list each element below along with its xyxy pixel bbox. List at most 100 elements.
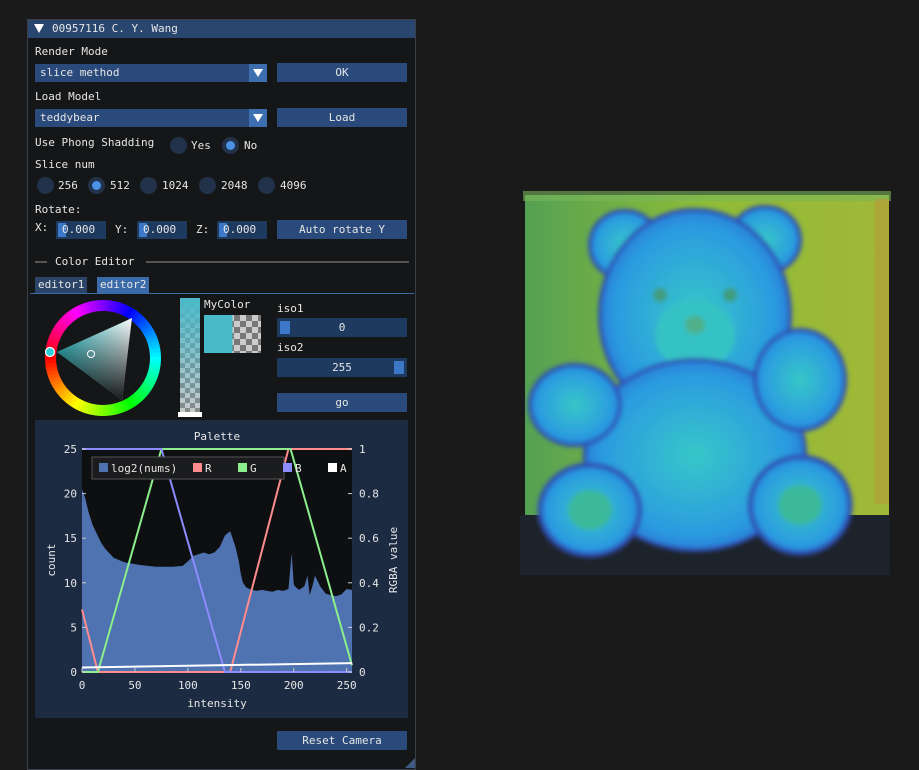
drag-handle[interactable]: [219, 223, 227, 237]
go-button[interactable]: go: [277, 393, 407, 412]
sv-picker-handle[interactable]: [87, 350, 95, 358]
x-tick-label: 50: [128, 679, 141, 692]
color-editor-header: Color Editor: [55, 255, 135, 268]
mycolor-swatch[interactable]: [204, 315, 261, 353]
render-mode-label: Render Mode: [35, 45, 108, 58]
load-button[interactable]: Load: [277, 108, 407, 127]
chart-title: Palette: [194, 430, 240, 443]
hue-segment: [52, 381, 65, 391]
x-tick-label: 0: [79, 679, 86, 692]
hue-segment: [143, 329, 156, 338]
chevron-down-icon[interactable]: [249, 64, 267, 82]
palette-chart[interactable]: Palette intensity count RGBA value 0 50 10…: [35, 420, 408, 718]
hue-segment: [50, 328, 63, 338]
slice-4096-radio[interactable]: [258, 177, 275, 194]
slice-num-label: Slice num: [35, 158, 95, 171]
rotate-z-field[interactable]: 0.000: [217, 221, 267, 239]
slice-1024-radio[interactable]: [140, 177, 157, 194]
auto-rotate-button[interactable]: Auto rotate Y: [277, 220, 407, 239]
slider-grab[interactable]: [394, 361, 404, 374]
hue-segment: [102, 404, 108, 416]
teddy-bear-volume: [528, 205, 853, 558]
ok-button[interactable]: OK: [277, 63, 407, 82]
phong-yes-radio[interactable]: [170, 137, 187, 154]
tab-editor2[interactable]: editor2: [97, 277, 150, 293]
window-title-bar[interactable]: 00957116 C. Y. Wang: [28, 20, 415, 38]
hue-picker-handle[interactable]: [44, 346, 56, 358]
rotate-y-field[interactable]: 0.000: [137, 221, 187, 239]
load-model-label: Load Model: [35, 90, 102, 103]
hue-segment: [65, 393, 76, 405]
legend-swatch: [193, 463, 202, 472]
phong-no-label: No: [244, 139, 258, 152]
y2-tick-label: 0.4: [359, 577, 379, 590]
color-wheel[interactable]: [40, 295, 166, 421]
slice-256-radio[interactable]: [37, 177, 54, 194]
y2-tick-label: 0.6: [359, 532, 379, 545]
legend-label: B: [295, 462, 302, 475]
resize-grip-icon[interactable]: [405, 758, 415, 768]
render-mode-combo[interactable]: slice method: [35, 64, 267, 82]
tab-editor1[interactable]: editor1: [35, 277, 88, 293]
hue-segment: [72, 306, 82, 319]
rotate-x-field[interactable]: 0.000: [56, 221, 106, 239]
alpha-slider[interactable]: [180, 298, 200, 416]
phong-no-radio[interactable]: [222, 137, 239, 154]
hue-segment: [79, 303, 88, 316]
render-mode-value: slice method: [40, 66, 120, 79]
series-line-A[interactable]: [81, 662, 353, 669]
x-tick-label: 100: [178, 679, 198, 692]
drag-handle[interactable]: [58, 223, 66, 237]
hue-segment: [90, 403, 97, 416]
iso2-label: iso2: [277, 341, 304, 354]
hue-segment: [54, 321, 67, 332]
hue-segment: [122, 305, 131, 317]
hue-segment: [146, 372, 159, 381]
rotate-x-value: 0.000: [62, 223, 96, 236]
hue-segment: [115, 302, 124, 314]
hue-segment: [137, 319, 150, 330]
hue-segment: [118, 400, 127, 413]
y2-tick-label: 0.2: [359, 621, 379, 634]
alpha-slider-marker[interactable]: [178, 412, 202, 417]
hue-segment: [105, 404, 112, 416]
reset-camera-button[interactable]: Reset Camera: [277, 731, 407, 750]
triangle-shade: [57, 318, 132, 400]
hue-segment: [54, 383, 66, 394]
hue-segment: [135, 389, 147, 401]
slice-1024-label: 1024: [162, 179, 189, 192]
window-title: 00957116 C. Y. Wang: [52, 22, 178, 35]
hue-segment: [141, 325, 154, 335]
slice-4096-label: 4096: [280, 179, 307, 192]
mycolor-label: MyColor: [204, 298, 251, 311]
x-tick-label: 150: [231, 679, 251, 692]
model-combo[interactable]: teddybear: [35, 109, 267, 127]
hue-segment: [98, 300, 104, 312]
slice-512-radio[interactable]: [88, 177, 105, 194]
hue-segment: [119, 303, 128, 316]
iso2-slider[interactable]: 255: [277, 358, 407, 377]
legend-label: R: [205, 462, 212, 475]
hue-segment: [68, 308, 79, 320]
hue-ring[interactable]: [45, 300, 161, 416]
hue-segment: [103, 300, 108, 312]
hue-segment: [115, 402, 123, 414]
hue-segment: [86, 403, 94, 415]
slider-grab[interactable]: [280, 321, 290, 334]
hue-segment: [149, 362, 161, 369]
drag-handle[interactable]: [139, 223, 147, 237]
hue-segment: [49, 375, 61, 384]
y-tick-label: 15: [64, 532, 77, 545]
hue-segment: [124, 397, 134, 410]
y-tick-label: 0: [70, 666, 77, 679]
slice-2048-radio[interactable]: [199, 177, 216, 194]
collapse-triangle-icon[interactable]: [34, 24, 44, 33]
series-line-B[interactable]: [82, 448, 352, 673]
iso1-slider[interactable]: 0: [277, 318, 407, 337]
chevron-down-icon[interactable]: [249, 109, 267, 127]
hue-segment: [147, 340, 160, 348]
hue-segment: [94, 300, 101, 312]
histogram-area: [82, 489, 352, 672]
legend-swatch: [238, 463, 247, 472]
volume-render-viewport[interactable]: [515, 185, 895, 580]
